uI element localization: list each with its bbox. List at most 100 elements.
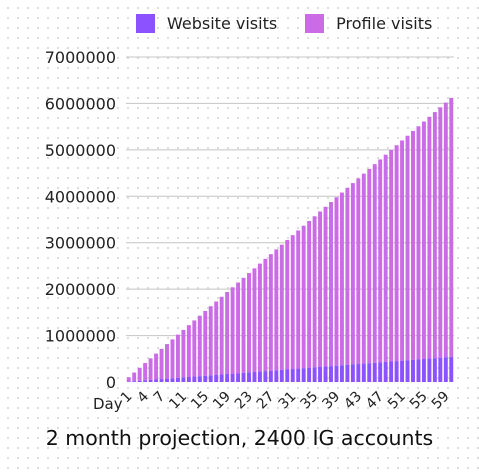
bar-profile-visits — [307, 220, 312, 368]
bar-website-visits — [197, 376, 202, 382]
bar-profile-visits — [427, 116, 432, 359]
bar-profile-visits — [274, 249, 279, 371]
bar-website-visits — [230, 373, 235, 382]
bar-profile-visits — [449, 97, 454, 357]
bar-website-visits — [170, 378, 175, 382]
bar-profile-visits — [372, 164, 377, 363]
bar-website-visits — [225, 374, 230, 382]
bar-website-visits — [372, 362, 377, 382]
bar-profile-visits — [159, 348, 164, 380]
bar-website-visits — [186, 376, 191, 382]
x-axis-label: Day — [93, 395, 123, 413]
bar-profile-visits — [416, 126, 421, 360]
bar-website-visits — [405, 360, 410, 382]
bar-profile-visits — [132, 372, 137, 382]
bar-profile-visits — [383, 154, 388, 362]
x-tick-label: 35 — [298, 389, 322, 413]
bar-website-visits — [252, 371, 257, 382]
bar-website-visits — [318, 366, 323, 382]
bar-profile-visits — [230, 287, 235, 374]
bar-profile-visits — [241, 277, 246, 373]
x-tick-label: 15 — [188, 389, 212, 413]
bar-website-visits — [137, 380, 142, 382]
bar-website-visits — [154, 379, 159, 382]
bar-website-visits — [279, 369, 284, 382]
bar-website-visits — [290, 369, 295, 382]
bar-profile-visits — [285, 239, 290, 370]
bar-profile-visits — [197, 315, 202, 377]
bar-profile-visits — [339, 192, 344, 366]
bar-profile-visits — [143, 363, 148, 381]
legend-swatch-profile-visits — [305, 14, 325, 33]
bar-website-visits — [427, 358, 432, 382]
bar-profile-visits — [389, 149, 394, 362]
bar-website-visits — [438, 357, 443, 382]
bar-website-visits — [159, 379, 164, 382]
bar-website-visits — [449, 356, 454, 382]
bar-website-visits — [175, 377, 180, 382]
bar-website-visits — [443, 357, 448, 382]
bar-profile-visits — [214, 301, 219, 375]
x-tick-label: 43 — [341, 389, 365, 413]
bar-profile-visits — [312, 216, 317, 368]
x-tick-label: 27 — [254, 389, 278, 413]
bar-profile-visits — [148, 358, 153, 380]
bar-profile-visits — [432, 112, 437, 359]
x-tick-label: 19 — [210, 389, 234, 413]
bar-profile-visits — [137, 367, 142, 381]
bar-website-visits — [329, 366, 333, 382]
bar-website-visits — [296, 368, 301, 382]
bar-profile-visits — [192, 320, 197, 377]
bar-profile-visits — [350, 183, 355, 365]
bar-website-visits — [411, 359, 415, 382]
bar-website-visits — [361, 363, 366, 382]
bar-website-visits — [241, 372, 246, 382]
bar-profile-visits — [126, 377, 131, 382]
stacked-bar-chart: 0 1000000 2000000 3000000 4000000 5000000 6000… — [45, 48, 454, 413]
bar-website-visits — [192, 376, 197, 382]
bar-website-visits — [274, 370, 279, 382]
bar-profile-visits — [443, 102, 448, 358]
y-tick-label: 0 — [106, 373, 116, 392]
bar-website-visits — [219, 374, 224, 382]
legend-swatch-website-visits — [136, 14, 155, 33]
x-tick-label: 39 — [319, 389, 343, 413]
x-tick-label: 51 — [385, 389, 409, 413]
bar-website-visits — [268, 370, 273, 382]
bar-profile-visits — [411, 131, 415, 360]
bar-website-visits — [312, 367, 317, 382]
x-tick-label: 23 — [232, 389, 256, 413]
bar-website-visits — [421, 359, 426, 382]
bar-profile-visits — [263, 258, 268, 372]
bar-profile-visits — [165, 344, 169, 379]
y-tick-label: 3000000 — [45, 234, 116, 253]
bar-website-visits — [307, 367, 312, 382]
bar-profile-visits — [219, 296, 224, 375]
bar-profile-visits — [279, 244, 284, 370]
bar-profile-visits — [405, 135, 410, 361]
bar-profile-visits — [438, 107, 443, 358]
legend-label-profile-visits: Profile visits — [336, 14, 433, 33]
bar-profile-visits — [175, 334, 180, 378]
bar-profile-visits — [154, 353, 159, 380]
bar-profile-visits — [394, 145, 399, 362]
chart-caption: 2 month projection, 2400 IG accounts — [45, 426, 434, 450]
bar-website-visits — [334, 365, 339, 382]
bar-profile-visits — [329, 202, 333, 367]
bar-profile-visits — [421, 121, 426, 360]
bar-profile-visits — [252, 268, 257, 372]
bar-website-visits — [257, 371, 262, 382]
x-tick-label: 7 — [151, 389, 169, 407]
y-tick-label: 5000000 — [45, 141, 116, 160]
legend-label-website-visits: Website visits — [167, 14, 278, 33]
bar-website-visits — [389, 361, 394, 382]
bar-website-visits — [132, 381, 137, 382]
y-tick-label: 6000000 — [45, 94, 116, 113]
bar-website-visits — [263, 371, 268, 382]
bar-profile-visits — [208, 306, 213, 376]
bar-website-visits — [247, 372, 251, 382]
bar-website-visits — [285, 369, 290, 382]
bar-website-visits — [301, 368, 306, 382]
bar-profile-visits — [236, 282, 241, 374]
y-tick-label: 1000000 — [45, 327, 116, 346]
